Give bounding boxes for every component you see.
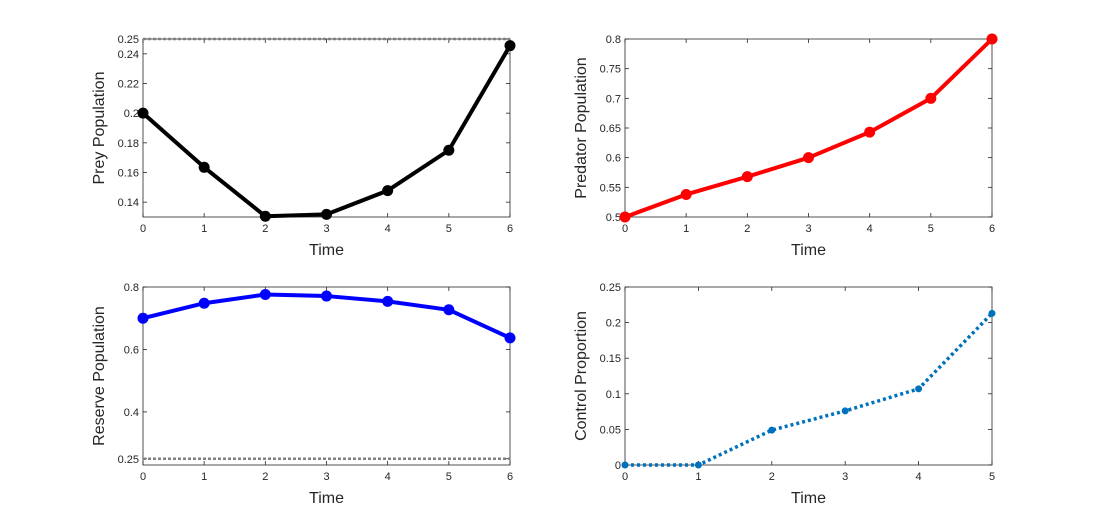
y-tick-label: 0.55 [600,182,621,194]
x-tick-label: 0 [140,471,146,483]
axes-box [142,38,511,218]
data-point [198,161,210,173]
y-tick-label: 0.6 [124,344,139,356]
data-point [988,309,996,317]
data-point [137,107,149,119]
x-tick-label: 4 [867,223,873,235]
y-tick-label: 0.2 [606,318,621,330]
y-tick-label: 0.22 [118,79,139,91]
data-point [321,290,332,302]
subplot-prey: 0 1 2 3 4 5 6 0.14 0.16 0.18 0.2 0.22 0.24 0.25 Time Pr… [91,34,516,259]
data-point [925,92,937,104]
x-axis-label: Time [309,490,344,507]
x-tick-label: 3 [842,471,848,483]
data-point [841,407,849,415]
x-tick-label: 5 [989,471,995,483]
x-tick-label: 1 [201,471,207,483]
x-axis-label: Time [791,490,826,507]
y-tick-label: 0.15 [600,353,621,365]
data-point [680,188,692,200]
x-tick-label: 5 [446,223,452,235]
x-tick-label: 2 [262,471,268,483]
y-axis-label: Control Proportion [573,311,590,441]
y-tick-label: 0.25 [600,282,621,294]
data-point [986,33,998,45]
data-point [768,426,776,434]
data-point [443,304,455,316]
data-point [382,295,394,307]
y-tick-label: 0.05 [600,424,621,436]
data-point [619,211,631,223]
x-tick-label: 1 [683,223,689,235]
y-tick-label: 0 [615,460,621,472]
x-tick-label: 0 [140,223,146,235]
y-tick-label: 0.4 [124,407,139,419]
y-tick-label: 0.7 [606,93,621,105]
data-point [741,171,753,183]
data-point [504,40,516,52]
x-tick-label: 0 [622,471,628,483]
y-axis-label: Reserve Population [91,306,108,446]
x-tick-label: 5 [446,471,452,483]
x-tick-label: 2 [262,223,268,235]
y-tick-label: 0.18 [118,138,139,150]
x-tick-label: 3 [323,223,329,235]
y-tick-label: 0.25 [118,454,139,466]
x-tick-label: 3 [323,471,329,483]
x-tick-label: 6 [507,223,513,235]
x-axis-label: Time [791,242,826,259]
data-point [504,332,516,344]
x-tick-label: 4 [385,471,391,483]
y-tick-label: 0.65 [600,123,621,135]
data-point [694,461,702,469]
axes-box [624,38,993,218]
y-tick-label: 0.75 [600,64,621,76]
data-point [864,126,876,138]
y-tick-label: 0.24 [118,49,139,61]
x-tick-label: 6 [507,471,513,483]
y-axis-label: Prey Population [91,72,108,185]
data-point [443,144,455,156]
data-point [382,185,394,197]
y-tick-label: 0.6 [606,153,621,165]
data-point [198,297,210,309]
data-point [621,461,629,469]
subplot-predator: 0 1 2 3 4 5 6 0.5 0.55 0.6 0.65 0.7 0.75 0.8 Time Preda… [573,33,998,259]
y-tick-label: 0.8 [124,282,139,294]
y-tick-label: 0.2 [124,108,139,120]
data-point [137,312,149,324]
data-point [915,385,923,393]
y-tick-label: 0.1 [606,389,621,401]
x-tick-label: 4 [385,223,391,235]
x-tick-label: 1 [695,471,701,483]
series-line [625,312,994,467]
axes-box [624,286,993,466]
y-tick-label: 0.16 [118,168,139,180]
x-tick-label: 4 [916,471,922,483]
y-axis-label: Predator Population [573,57,590,198]
subplot-reserve: 0 1 2 3 4 5 6 0.25 0.4 0.6 0.8 Time Reserve Populati… [91,282,516,507]
x-tick-label: 1 [201,223,207,235]
x-tick-label: 3 [805,223,811,235]
data-point [803,152,814,164]
axes-box [142,286,511,466]
y-tick-label: 0.5 [606,212,621,224]
x-tick-label: 5 [928,223,934,235]
data-point [321,208,332,220]
data-point [259,288,271,300]
y-tick-label: 0.14 [118,197,139,209]
data-point [259,210,271,222]
subplot-control: 0 1 2 3 4 5 0 0.05 0.1 0.15 0.2 0.25 Time Control Pro… [573,282,996,507]
x-tick-label: 0 [622,223,628,235]
x-tick-label: 2 [744,223,750,235]
x-tick-label: 6 [989,223,995,235]
y-tick-label: 0.8 [606,34,621,46]
x-tick-label: 2 [769,471,775,483]
x-axis-label: Time [309,242,344,259]
y-tick-label: 0.25 [118,34,139,46]
